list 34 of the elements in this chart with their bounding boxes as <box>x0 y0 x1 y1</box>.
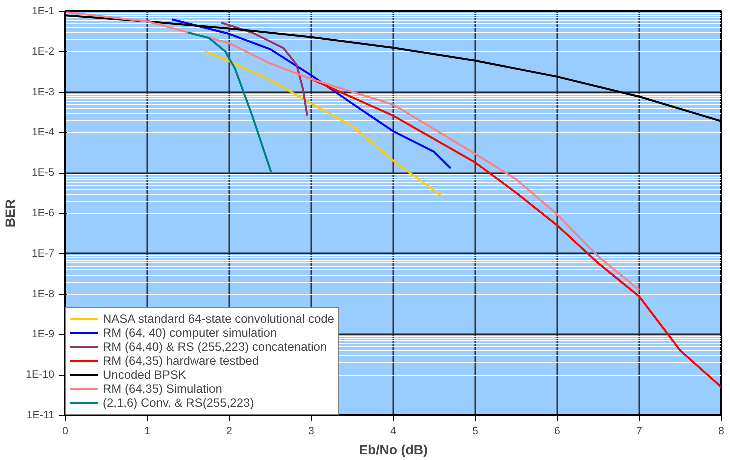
y-tick-label: 1E-10 <box>26 369 55 382</box>
y-tick-label: 1E-3 <box>32 86 55 98</box>
legend-label: RM (64,35) hardware testbed <box>103 354 260 368</box>
x-axis-title: Eb/No (dB) <box>359 442 428 458</box>
y-tick-label: 1E-4 <box>32 126 55 139</box>
line-series <box>220 22 308 117</box>
y-tick-label: 1E-11 <box>26 410 55 422</box>
x-tick-label: 1 <box>144 426 151 438</box>
x-tick-label: 7 <box>636 426 643 438</box>
legend-label: RM (64,35) Simulation <box>103 382 222 396</box>
legend-label: Uncoded BPSK <box>103 368 186 382</box>
y-axis-title: BER <box>3 199 18 228</box>
y-tick-label: 1E-8 <box>32 288 55 300</box>
x-tick-label: 5 <box>472 426 479 438</box>
x-tick-label: 2 <box>226 426 233 438</box>
x-tick-label: 6 <box>554 426 561 438</box>
x-tick-label: 0 <box>62 426 69 438</box>
line-series <box>66 12 640 292</box>
x-tick-label: 8 <box>718 426 725 438</box>
y-tick-label: 1E-5 <box>32 167 55 180</box>
legend-label: NASA standard 64-state convolutional code <box>103 312 334 326</box>
y-tick-label: 1E-6 <box>32 208 55 220</box>
y-tick-label: 1E-9 <box>32 328 55 341</box>
x-tick-label: 3 <box>308 426 315 438</box>
line-series <box>204 50 444 198</box>
y-tick-label: 1E-7 <box>32 248 55 260</box>
y-tick-label: 1E-2 <box>32 46 55 58</box>
y-tick-label: 1E-1 <box>32 6 55 18</box>
legend-label: RM (64,40) & RS (255,223) concatenation <box>103 340 328 354</box>
line-series <box>171 18 452 170</box>
legend-label: (2,1,6) Conv. & RS(255,223) <box>103 396 254 410</box>
x-tick-label: 4 <box>390 426 397 438</box>
legend-label: RM (64, 40) computer simulation <box>103 326 278 340</box>
line-series <box>188 32 272 174</box>
